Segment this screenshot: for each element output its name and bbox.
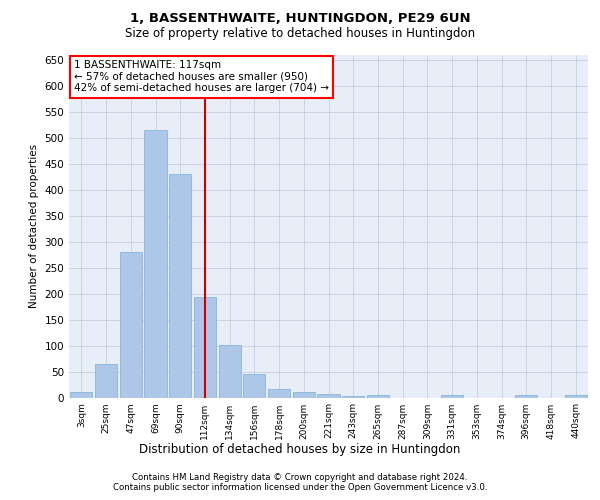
- Bar: [293, 392, 315, 398]
- Bar: [515, 395, 538, 398]
- Bar: [194, 298, 216, 398]
- Y-axis label: Number of detached properties: Number of detached properties: [29, 144, 39, 308]
- Bar: [70, 392, 92, 398]
- Bar: [243, 374, 265, 398]
- Text: Contains public sector information licensed under the Open Government Licence v3: Contains public sector information licen…: [113, 484, 487, 492]
- Bar: [565, 395, 587, 398]
- Bar: [441, 396, 463, 398]
- Bar: [169, 174, 191, 398]
- Text: Contains HM Land Registry data © Crown copyright and database right 2024.: Contains HM Land Registry data © Crown c…: [132, 474, 468, 482]
- Bar: [268, 388, 290, 398]
- Bar: [342, 396, 364, 398]
- Text: Size of property relative to detached houses in Huntingdon: Size of property relative to detached ho…: [125, 28, 475, 40]
- Bar: [367, 395, 389, 398]
- Text: 1 BASSENTHWAITE: 117sqm
← 57% of detached houses are smaller (950)
42% of semi-d: 1 BASSENTHWAITE: 117sqm ← 57% of detache…: [74, 60, 329, 94]
- Bar: [95, 364, 117, 398]
- Bar: [145, 130, 167, 398]
- Bar: [119, 252, 142, 398]
- Bar: [218, 344, 241, 398]
- Text: Distribution of detached houses by size in Huntingdon: Distribution of detached houses by size …: [139, 442, 461, 456]
- Bar: [317, 394, 340, 398]
- Text: 1, BASSENTHWAITE, HUNTINGDON, PE29 6UN: 1, BASSENTHWAITE, HUNTINGDON, PE29 6UN: [130, 12, 470, 26]
